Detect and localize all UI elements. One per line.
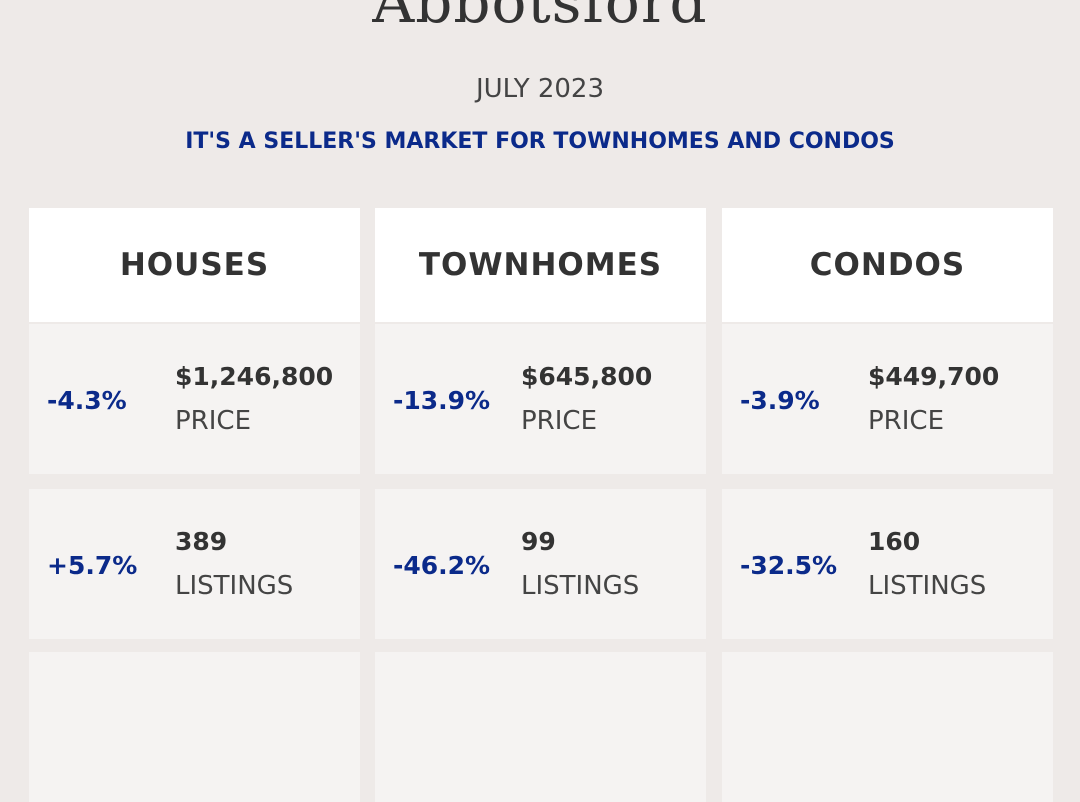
column-header: HOUSES (29, 208, 360, 322)
label: LISTINGS (521, 571, 640, 601)
change: -46.2% (393, 551, 491, 580)
change: -3.9% (740, 386, 820, 415)
stat-card: -13.9% $645,800 PRICE (375, 324, 706, 474)
value: $645,800 (521, 362, 653, 391)
page: Abbotsford JULY 2023 IT'S A SELLER'S MAR… (29, 0, 1053, 639)
change: -13.9% (393, 386, 491, 415)
value: $1,246,800 (175, 362, 334, 391)
stat-card: -32.5% 160 LISTINGS (722, 489, 1053, 639)
value: 99 (521, 527, 556, 556)
title: Abbotsford (372, 0, 708, 36)
change: +5.7% (47, 551, 138, 580)
stat-card: -46.2% 99 LISTINGS (375, 489, 706, 639)
stat-card: +5.7% 389 LISTINGS (29, 489, 360, 639)
date: JULY 2023 (475, 74, 605, 104)
column-header: TOWNHOMES (375, 208, 706, 322)
value: $449,700 (868, 362, 1000, 391)
label: LISTINGS (868, 571, 987, 601)
stat-card: -3.9% $449,700 PRICE (722, 324, 1053, 474)
label: PRICE (868, 406, 944, 436)
label: PRICE (521, 406, 597, 436)
stat-card: -4.3% $1,246,800 PRICE (29, 324, 360, 474)
label: PRICE (175, 406, 251, 436)
value: 389 (175, 527, 228, 556)
column-header: CONDOS (722, 208, 1053, 322)
change: -32.5% (740, 551, 838, 580)
change: -4.3% (47, 386, 127, 415)
label: LISTINGS (175, 571, 294, 601)
subtitle: IT'S A SELLER'S MARKET FOR TOWNHOMES AND… (185, 129, 895, 154)
value: 160 (868, 527, 921, 556)
